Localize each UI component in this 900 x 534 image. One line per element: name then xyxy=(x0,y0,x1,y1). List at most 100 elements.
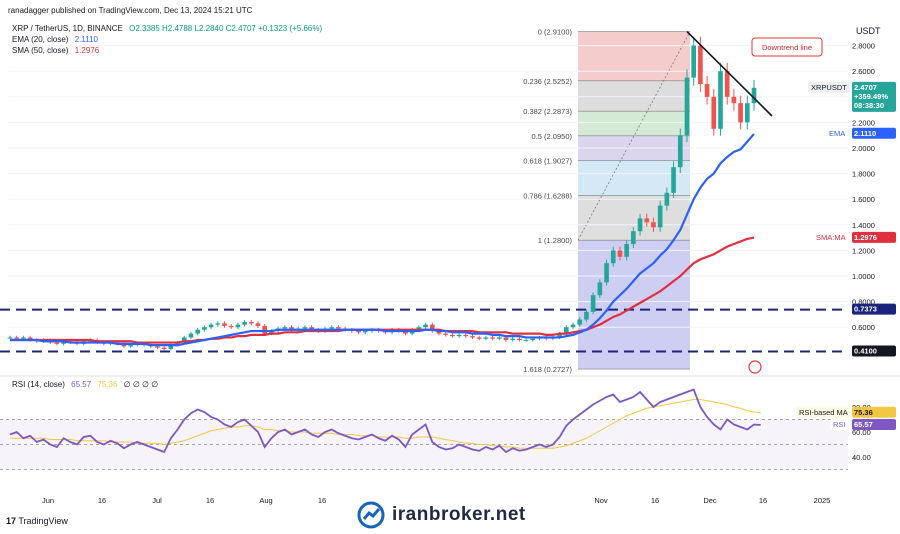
rsi-tag-text: RSI xyxy=(833,420,846,429)
symbol-legend[interactable]: XRP / TetherUS, 1D, BINANCE O2.3385 H2.4… xyxy=(12,24,322,33)
time-axis[interactable]: Jun 16 Jul 16 Aug 16 Nov 16 Dec 16 2025 xyxy=(42,496,830,505)
last-price-badge-text: 08:38:30 xyxy=(854,101,884,110)
price-tick-label: 1.4000 xyxy=(852,221,875,230)
candle-body xyxy=(175,342,180,346)
candle-body xyxy=(610,250,616,264)
candle-body xyxy=(631,231,636,244)
rsi-badge-text: 65.57 xyxy=(854,420,873,429)
fib-level-label: 1.618 (0.2727) xyxy=(523,365,572,374)
fibonacci-retracement[interactable]: 0 (2.9100) 0.236 (2.5252) 0.382 (2.2873) 0.… xyxy=(523,28,691,375)
downtrend-line[interactable]: Downtrend line xyxy=(686,30,823,117)
rsi-ma-badge-bg xyxy=(852,406,896,418)
candle-body xyxy=(577,319,583,325)
time-tick-label: Aug xyxy=(259,496,272,505)
candle-body xyxy=(309,327,314,330)
candle-body xyxy=(503,337,509,340)
rsi-ma-tag-bg xyxy=(796,406,850,418)
fib-band xyxy=(578,31,690,81)
candle-body xyxy=(21,337,26,339)
fib-level-label: 0.5 (2.0950) xyxy=(532,132,573,141)
rsi-ma-value: 75.36 xyxy=(97,380,118,389)
candle-body xyxy=(637,218,643,232)
rsi-ma-badge-text: 75.36 xyxy=(854,408,873,417)
currency-label[interactable]: USDT xyxy=(856,26,881,36)
rsi-badge-bg xyxy=(852,419,896,431)
candle-body xyxy=(255,323,261,326)
support-low-badge-bg xyxy=(852,345,896,357)
candle-body xyxy=(54,342,60,344)
candle-body xyxy=(470,336,475,338)
candle-body xyxy=(731,96,737,104)
time-tick-label: Jun xyxy=(42,496,54,505)
support-lines[interactable] xyxy=(0,308,848,353)
candle-body xyxy=(704,84,710,97)
candle-body xyxy=(403,331,408,334)
watermark-logo-icon xyxy=(357,501,385,529)
rsi-legend[interactable]: RSI (14, close) 65.57 75.36 ∅ ∅ ∅ ∅ xyxy=(12,380,158,389)
candle-body xyxy=(496,337,502,339)
candle-body xyxy=(510,338,516,340)
candle-body xyxy=(61,341,66,344)
candle-body xyxy=(718,71,723,129)
candle-body xyxy=(657,205,663,228)
ema-tag-text: EMA xyxy=(829,129,845,138)
rsi-value: 65.57 xyxy=(71,380,92,389)
candle-body xyxy=(597,282,603,296)
last-price-badge-text: 2.4707 xyxy=(854,83,877,92)
sma-legend[interactable]: SMA (50, close) 1.2976 xyxy=(12,46,99,55)
candle-body xyxy=(269,331,274,334)
candle-body xyxy=(698,45,703,84)
time-tick-label: 16 xyxy=(206,496,214,505)
ema-legend[interactable]: EMA (20, close) 2.1110 xyxy=(12,35,98,44)
fib-level-label: 1 (1.2800) xyxy=(538,236,573,245)
candle-body xyxy=(751,87,757,104)
candle-body xyxy=(664,192,670,206)
candle-body xyxy=(14,337,20,339)
watermark: iranbroker.net xyxy=(356,500,556,532)
candle-body xyxy=(590,295,596,312)
time-tick-label: 16 xyxy=(98,496,106,505)
time-tick-label: 16 xyxy=(318,496,326,505)
candle-body xyxy=(436,331,442,334)
sma-label: SMA (50, close) xyxy=(12,46,69,55)
tradingview-footer[interactable]: 17 TradingView xyxy=(6,516,68,526)
symbol-tag-bg xyxy=(808,81,850,93)
candle-body xyxy=(483,337,489,339)
candle-body xyxy=(242,322,247,325)
candle-body xyxy=(684,77,690,136)
candle-body xyxy=(128,345,133,347)
candle-body xyxy=(202,327,207,330)
fib-band xyxy=(578,80,690,112)
support-high-badge-text: 0.7373 xyxy=(854,305,877,314)
price-tick-label: 2.2000 xyxy=(852,118,875,127)
candle-body xyxy=(677,135,683,168)
candle-body xyxy=(416,327,422,330)
candle-body xyxy=(671,167,676,193)
trendline-label: Downtrend line xyxy=(762,43,812,52)
tradingview-logo-icon: 17 xyxy=(6,516,17,526)
time-tick-label: 16 xyxy=(759,496,767,505)
candle-body xyxy=(617,250,623,257)
candles xyxy=(7,36,757,351)
candle-body xyxy=(423,324,428,328)
candle-body xyxy=(362,331,368,333)
trendline-callout xyxy=(751,37,823,57)
support-high-badge-bg xyxy=(852,303,896,315)
candle-body xyxy=(490,337,495,339)
candle-body xyxy=(691,45,697,78)
candle-body xyxy=(644,218,650,223)
candle-body xyxy=(228,325,234,328)
grid xyxy=(8,45,848,328)
last-price-badge-text: +359.49% xyxy=(854,92,888,101)
candle-body xyxy=(476,337,482,339)
price-badges: XRPUSDT 2.4707+359.49%08:38:30 EMA 2.1110 SM… xyxy=(748,81,896,431)
rsi-line xyxy=(9,388,761,454)
candle-body xyxy=(208,324,214,328)
candle-body xyxy=(523,340,529,341)
candle-body xyxy=(517,338,522,340)
candle-body xyxy=(624,244,629,257)
candle-body xyxy=(563,327,569,334)
candle-body xyxy=(584,311,589,320)
